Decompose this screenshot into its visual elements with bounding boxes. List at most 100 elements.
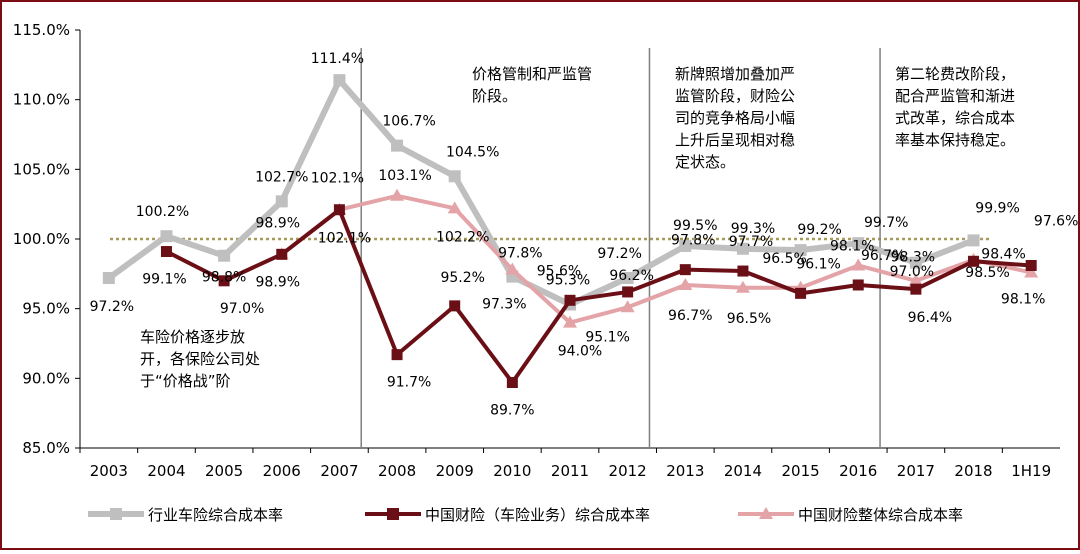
annotation-line: 价格管制和严监管: [472, 65, 592, 83]
series-marker-1: [795, 287, 807, 299]
series-marker-1: [968, 255, 980, 267]
data-label: 98.9%: [256, 274, 300, 290]
series-marker-0: [736, 242, 749, 255]
data-label: 98.8%: [202, 270, 246, 286]
series-marker-2: [563, 315, 577, 328]
annotation-line: 于“价格战”阶: [140, 372, 231, 390]
annotation-line: 阶段。: [472, 87, 517, 105]
series-marker-0: [967, 234, 980, 247]
data-label: 103.1%: [378, 168, 431, 184]
annotation-line: 配合严监管和渐进: [895, 87, 1015, 105]
legend: 行业车险综合成本率 中国财险（车险业务）综合成本率 中国财险整体综合成本率: [88, 506, 963, 524]
data-label: 98.3%: [891, 250, 935, 266]
data-label: 104.5%: [446, 144, 499, 160]
series-marker-2: [678, 277, 693, 290]
data-label: 95.1%: [585, 329, 629, 345]
plot-area: [102, 74, 1039, 389]
annotation-line: 第二轮费改阶段，: [895, 65, 1015, 83]
y-tick-label: 90.0%: [22, 369, 70, 387]
series-marker-0: [679, 239, 692, 252]
series-marker-1: [622, 286, 634, 298]
x-tick-label: 2003: [90, 462, 128, 480]
y-tick-label: 95.0%: [22, 300, 70, 318]
data-label: 99.3%: [731, 221, 775, 237]
y-tick-label: 85.0%: [22, 439, 70, 457]
x-tick-label: 2005: [205, 462, 243, 480]
annotation-text: 新牌照增加叠加严监管阶段，财险公司的竞争格局小幅上升后呈现相对稳定状态。: [675, 65, 795, 171]
series-marker-1: [910, 283, 922, 295]
data-label: 97.6%: [1034, 213, 1078, 229]
legend-swatch-marker: [759, 507, 773, 519]
series-marker-0: [275, 195, 288, 208]
x-tick-label: 2007: [320, 462, 358, 480]
y-tick-label: 100.0%: [13, 230, 70, 248]
data-label: 97.0%: [890, 264, 934, 280]
x-tick-label: 2008: [378, 462, 416, 480]
y-tick-label: 105.0%: [13, 160, 70, 178]
series-marker-1: [391, 349, 403, 361]
data-label: 99.2%: [797, 222, 841, 238]
x-tick-label: 1H19: [1011, 462, 1051, 480]
series-marker-0: [852, 237, 865, 250]
x-tick-label: 2017: [897, 462, 935, 480]
series-marker-0: [218, 249, 231, 262]
legend-swatch-marker: [387, 508, 399, 520]
data-label: 106.7%: [382, 114, 435, 130]
series-marker-0: [160, 230, 173, 243]
annotation-line: 式改革，综合成本: [895, 109, 1015, 127]
data-label: 98.1%: [830, 238, 874, 254]
x-tick-label: 2014: [724, 462, 762, 480]
series-marker-1: [852, 279, 864, 291]
data-label: 97.2%: [597, 246, 641, 262]
data-label: 98.1%: [1001, 291, 1045, 307]
series-marker-2: [851, 258, 866, 271]
series-marker-2: [735, 280, 750, 293]
x-tick-label: 2011: [551, 462, 589, 480]
x-tick-label: 2018: [954, 462, 992, 480]
data-label: 96.1%: [796, 256, 840, 272]
series-marker-2: [447, 201, 462, 214]
data-label: 102.2%: [436, 229, 489, 245]
x-tick-label: 2004: [147, 462, 185, 480]
legend-label: 中国财险（车险业务）综合成本率: [425, 506, 650, 524]
series-marker-2: [1024, 265, 1039, 278]
data-label: 97.3%: [482, 297, 526, 313]
series-marker-0: [909, 256, 922, 269]
series-marker-0: [448, 170, 461, 183]
data-label: 96.5%: [727, 311, 771, 327]
legend-swatch-marker: [110, 508, 122, 520]
data-label: 96.7%: [861, 248, 905, 264]
data-label: 95.3%: [546, 272, 590, 288]
legend-label: 中国财险整体综合成本率: [798, 506, 963, 524]
data-label: 97.2%: [90, 299, 134, 315]
data-label: 96.4%: [908, 310, 952, 326]
annotation-line: 新牌照增加叠加严: [675, 65, 795, 83]
annotation-line: 定状态。: [675, 153, 735, 171]
x-tick-label: 2016: [839, 462, 877, 480]
annotation-line: 开，各保险公司处: [140, 350, 260, 368]
data-label: 99.7%: [864, 215, 908, 231]
annotation-line: 车险价格逐步放: [140, 328, 245, 346]
data-label: 91.7%: [387, 375, 431, 391]
data-label: 97.0%: [220, 301, 264, 317]
series-marker-1: [679, 264, 691, 276]
series-marker-1: [276, 248, 288, 260]
x-tick-label: 2013: [666, 462, 704, 480]
x-tick-label: 2009: [436, 462, 474, 480]
data-label: 102.7%: [255, 169, 308, 185]
annotation-text: 车险价格逐步放开，各保险公司处于“价格战”阶: [140, 328, 260, 390]
series-marker-0: [391, 139, 404, 152]
data-label: 95.6%: [537, 263, 581, 279]
series-marker-1: [449, 300, 461, 312]
data-label: 99.1%: [142, 272, 186, 288]
series-marker-1: [506, 377, 518, 389]
annotation-line: 率基本保持稳定。: [895, 131, 1015, 149]
series-marker-1: [160, 246, 172, 258]
annotation-line: 司的竞争格局小幅: [675, 109, 795, 127]
data-label: 98.5%: [965, 265, 1009, 281]
data-label: 95.2%: [440, 270, 484, 286]
data-label: 111.4%: [311, 51, 364, 67]
x-tick-label: 2006: [263, 462, 301, 480]
series-marker-0: [621, 272, 634, 285]
